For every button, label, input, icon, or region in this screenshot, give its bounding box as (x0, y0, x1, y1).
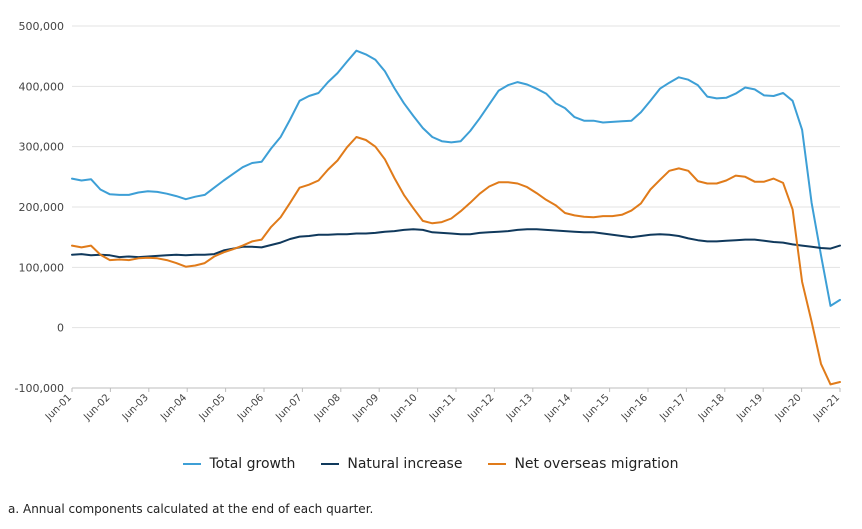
series-line-total-growth[interactable] (71, 49, 841, 307)
legend-swatch-total-growth (183, 463, 202, 465)
x-tick-label: Jun-06 (235, 392, 266, 423)
x-tick-label: Jun-13 (504, 392, 535, 423)
y-axis: -100,000 0 100,000 200,000 300,000 400,000 500… (15, 20, 64, 395)
line-chart: -100,000 0 100,000 200,000 300,000 400,000 500… (15, 20, 843, 423)
x-axis: Jun-01 Jun-02 Jun-03 Jun-04 Jun-05 Jun-06 Jun-… (43, 388, 842, 423)
x-tick-label: Jun-05 (197, 392, 228, 423)
x-tick-label: Jun-16 (619, 392, 650, 423)
legend-item-total-growth[interactable]: Total growth (183, 456, 295, 472)
x-tick-label: Jun-02 (81, 392, 112, 423)
x-tick-label: Jun-19 (734, 392, 765, 423)
gridlines (72, 25, 840, 389)
x-tick-label: Jun-15 (581, 392, 612, 423)
legend-label-natural-increase: Natural increase (347, 456, 463, 472)
x-tick-label: Jun-11 (427, 392, 458, 423)
legend: Total growth Natural increase Net overse… (0, 456, 862, 472)
y-tick-label: 500,000 (19, 20, 65, 33)
footnote: a. Annual components calculated at the e… (8, 502, 374, 516)
x-tick-label: Jun-10 (389, 392, 420, 423)
y-tick-label: -100,000 (15, 382, 64, 395)
x-tick-label: Jun-04 (158, 392, 189, 423)
legend-swatch-net-overseas-migration (488, 463, 507, 465)
x-tick-label: Jun-03 (120, 392, 151, 423)
y-tick-label: 200,000 (19, 201, 65, 214)
y-tick-label: 0 (57, 322, 64, 335)
x-tick-label: Jun-08 (312, 392, 343, 423)
x-tick-label: Jun-12 (465, 392, 496, 423)
legend-label-total-growth: Total growth (209, 456, 296, 472)
x-tick-label: Jun-01 (43, 392, 74, 423)
x-tick-label: Jun-17 (657, 392, 688, 423)
x-tick-label: Jun-09 (350, 392, 381, 423)
x-tick-label: Jun-21 (811, 392, 842, 423)
series-line-net-overseas-migration[interactable] (71, 136, 841, 386)
x-tick-label: Jun-20 (773, 392, 804, 423)
x-tick-label: Jun-14 (542, 392, 573, 423)
x-tick-label: Jun-07 (273, 392, 304, 423)
legend-swatch-natural-increase (321, 463, 340, 465)
series-lines (71, 49, 841, 386)
x-tick-label: Jun-18 (696, 392, 727, 423)
legend-label-net-overseas-migration: Net overseas migration (514, 456, 679, 472)
legend-item-natural-increase[interactable]: Natural increase (321, 456, 462, 472)
series-line-natural-increase[interactable] (71, 228, 841, 259)
y-tick-label: 300,000 (19, 141, 65, 154)
y-tick-label: 400,000 (19, 80, 65, 93)
legend-item-net-overseas-migration[interactable]: Net overseas migration (488, 456, 679, 472)
y-tick-label: 100,000 (19, 261, 65, 274)
